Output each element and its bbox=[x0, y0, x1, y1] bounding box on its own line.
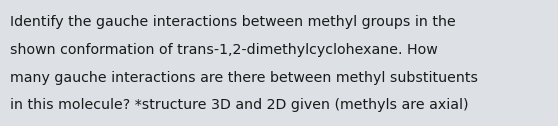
Text: shown conformation of trans-1,2-dimethylcyclohexane. How: shown conformation of trans-1,2-dimethyl… bbox=[10, 43, 438, 57]
Text: Identify the gauche interactions between methyl groups in the: Identify the gauche interactions between… bbox=[10, 15, 456, 29]
Text: in this molecule? *structure 3D and 2D given (methyls are axial): in this molecule? *structure 3D and 2D g… bbox=[10, 98, 469, 112]
Text: many gauche interactions are there between methyl substituents: many gauche interactions are there betwe… bbox=[10, 71, 478, 85]
